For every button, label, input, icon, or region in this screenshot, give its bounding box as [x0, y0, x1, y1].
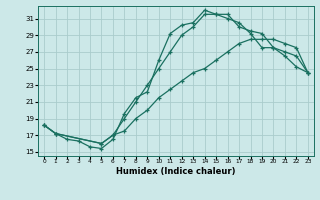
X-axis label: Humidex (Indice chaleur): Humidex (Indice chaleur) — [116, 167, 236, 176]
